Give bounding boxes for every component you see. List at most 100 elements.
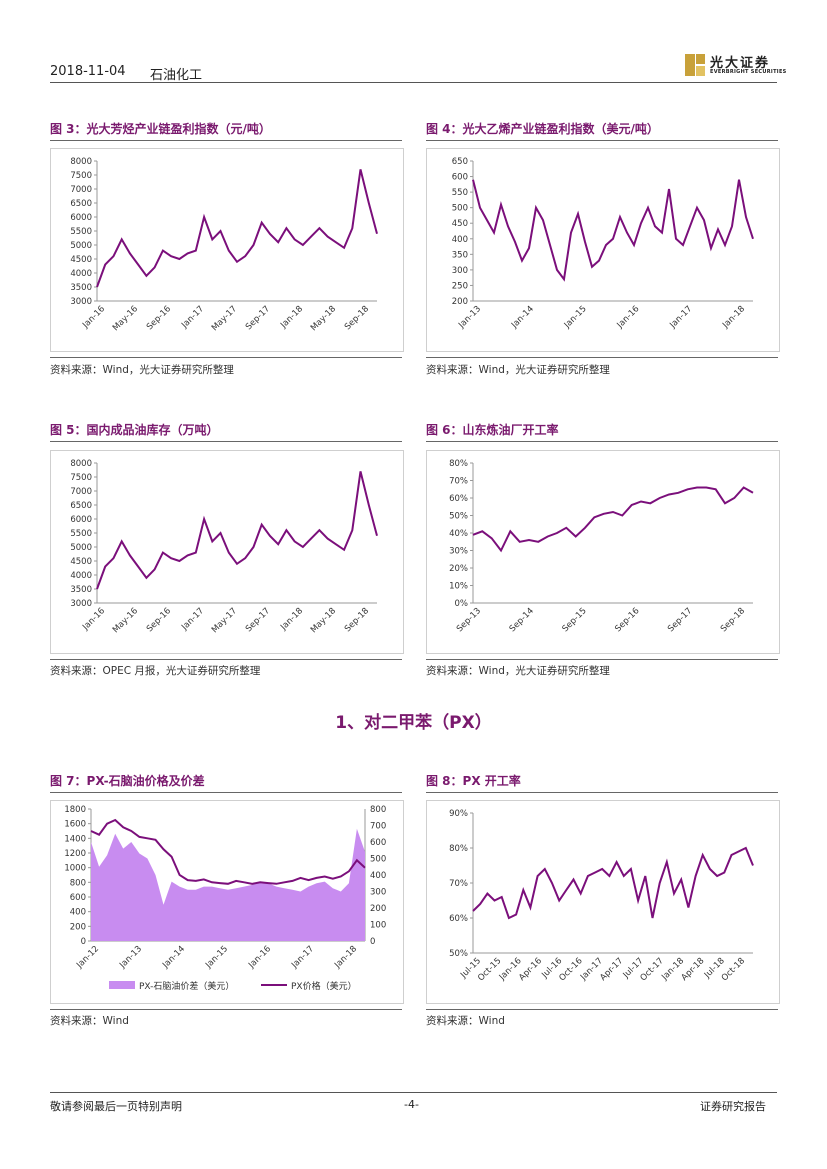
- fig5-x-tick-label: May-17: [210, 606, 239, 635]
- fig3-x-tick-label: Sep-17: [244, 304, 272, 332]
- fig5-chart: 3000 3500 4000 4500 5000 5500 6000 6500 7000 7500…: [50, 450, 404, 654]
- fig3-x-tick-label: Jan-18: [278, 304, 305, 331]
- fig5-series-line: [96, 471, 378, 590]
- fig7-title: 图 7：PX-石脑油价格及价差: [50, 774, 205, 788]
- fig7-x-tick-label: Jan-17: [289, 944, 316, 971]
- fig5-y-tick-label: 3500: [70, 585, 92, 595]
- fig7-y2-tick-label: 800: [370, 805, 386, 815]
- fig6-y-tick-label: 0%: [455, 599, 469, 609]
- fig7-x-tick-label: Jan-13: [117, 944, 144, 971]
- fig6-source: 资料来源：Wind，光大证券研究所整理: [426, 665, 610, 677]
- fig5-y-tick-label: 6500: [70, 501, 92, 511]
- fig4-title: 图 4：光大乙烯产业链盈利指数（美元/吨）: [426, 122, 659, 136]
- fig6-chart: 0% 10% 20% 30% 40% 50% 60% 70% 80% Sep-13 Sep-14 Se…: [426, 450, 780, 654]
- fig3-y-tick-label: 6500: [70, 199, 92, 209]
- fig7-x-tick-label: Jan-15: [203, 944, 230, 971]
- brand-name-cn: 光大证券: [710, 56, 771, 71]
- fig5-y-tick-label: 7500: [70, 473, 92, 483]
- fig6-y-tick-label: 40%: [449, 529, 468, 539]
- fig5-svg: 3000 3500 4000 4500 5000 5500 6000 6500 7000 7500…: [70, 459, 378, 635]
- fig3-x-tick-label: May-18: [309, 304, 338, 333]
- brand-logo-icon: [685, 54, 705, 76]
- fig8-x-tick-label: Oct-17: [639, 956, 666, 983]
- fig3-y-tick-label: 7000: [70, 185, 92, 195]
- fig5-x-tick-label: Sep-16: [145, 606, 173, 634]
- fig3-chart: 3000 3500 4000 4500 5000 5500 6000 6500 7000 7500…: [50, 148, 404, 352]
- fig6-series-line: [472, 486, 754, 553]
- fig4-y-tick-label: 300: [452, 266, 468, 276]
- fig5-x-tick-label: Sep-17: [244, 606, 272, 634]
- fig6-y-tick-label: 70%: [449, 477, 468, 487]
- fig3-x-tick-label: Jan-16: [80, 304, 107, 331]
- report-sector: 石油化工: [150, 68, 203, 83]
- fig5-y-tick-label: 4500: [70, 557, 92, 567]
- fig5-x-tick-label: May-18: [309, 606, 338, 635]
- fig3-y-tick-label: 6000: [70, 213, 92, 223]
- fig7-y2-tick-label: 0: [370, 937, 375, 947]
- fig3-source-rule: [50, 357, 402, 358]
- fig3-y-tick-label: 8000: [70, 157, 92, 167]
- fig5-x-tick-label: May-16: [111, 606, 140, 635]
- fig6-y-tick-label: 60%: [449, 494, 468, 504]
- fig3-y-tick-label: 3500: [70, 283, 92, 293]
- fig7-chart: 0 200 400 600 800 1000 1200 1400 1600 1800 0 100 200…: [50, 800, 404, 1004]
- fig4-chart: 200 250 300 350 400 450 500 550 600 650 Jan-13 Jan-…: [426, 148, 780, 352]
- fig3-series-line: [96, 169, 378, 288]
- fig7-x-tick-label: Jan-18: [332, 944, 359, 971]
- fig4-y-tick-label: 450: [452, 219, 468, 229]
- fig7-y2-tick-label: 500: [370, 855, 386, 865]
- fig4-x-tick-label: Jan-18: [720, 304, 747, 331]
- brand-name-en: EVERBRIGHT SECURITIES: [710, 69, 787, 75]
- fig3-title: 图 3：光大芳烃产业链盈利指数（元/吨）: [50, 122, 271, 136]
- fig6-x-tick-label: Sep-15: [561, 606, 589, 634]
- fig5-y-tick-label: 3000: [70, 599, 92, 609]
- fig4-series-line: [472, 179, 754, 282]
- fig4-title-rule: [426, 140, 778, 141]
- section-title: 1、对二甲苯（PX）: [335, 713, 492, 733]
- fig5-x-tick-label: Jan-18: [278, 606, 305, 633]
- fig7-y-tick-label: 800: [70, 878, 86, 888]
- fig8-x-tick-label: Apr-17: [598, 956, 625, 983]
- fig4-x-tick-label: Jan-17: [667, 304, 694, 331]
- fig7-y-tick-label: 0: [81, 937, 86, 947]
- fig6-source-rule: [426, 659, 778, 660]
- fig4-x-tick-label: Jan-13: [456, 304, 483, 331]
- fig8-y-tick-label: 60%: [449, 914, 468, 924]
- fig3-x-tick-label: Sep-16: [145, 304, 173, 332]
- fig4-y-tick-label: 600: [452, 173, 468, 183]
- fig7-legend-label-line: PX价格（美元）: [291, 980, 357, 992]
- fig7-y2-tick-label: 400: [370, 871, 386, 881]
- fig5-y-tick-label: 4000: [70, 571, 92, 581]
- fig4-x-tick-label: Jan-15: [562, 304, 589, 331]
- fig8-title-rule: [426, 792, 778, 793]
- fig5-y-tick-label: 7000: [70, 487, 92, 497]
- fig7-series-area: [91, 828, 365, 941]
- fig6-x-tick-label: Sep-17: [666, 606, 694, 634]
- fig3-x-tick-label: Sep-18: [343, 304, 371, 332]
- fig7-legend-label-area: PX-石脑油价差（美元）: [139, 980, 234, 992]
- fig5-y-tick-label: 5500: [70, 529, 92, 539]
- report-date: 2018-11-04: [50, 64, 126, 79]
- fig8-x-tick-label: Oct-15: [476, 956, 503, 983]
- fig3-y-tick-label: 4500: [70, 255, 92, 265]
- fig8-y-tick-label: 90%: [449, 809, 468, 819]
- fig4-y-tick-label: 500: [452, 204, 468, 214]
- fig3-x-tick-label: Jan-17: [179, 304, 206, 331]
- fig5-x-tick-label: Jan-17: [179, 606, 206, 633]
- fig6-y-tick-label: 80%: [449, 459, 468, 469]
- fig3-x-tick-label: May-17: [210, 304, 239, 333]
- fig4-y-tick-label: 250: [452, 281, 468, 291]
- fig8-y-tick-label: 50%: [449, 949, 468, 959]
- fig4-y-tick-label: 550: [452, 188, 468, 198]
- fig7-series-line: [90, 818, 366, 885]
- fig7-source: 资料来源：Wind: [50, 1015, 129, 1027]
- fig4-source: 资料来源：Wind，光大证券研究所整理: [426, 364, 610, 376]
- fig7-title-rule: [50, 792, 402, 793]
- fig5-y-tick-label: 6000: [70, 515, 92, 525]
- fig6-y-tick-label: 20%: [449, 564, 468, 574]
- fig8-y-tick-label: 80%: [449, 844, 468, 854]
- fig5-x-tick-label: Jan-16: [80, 606, 107, 633]
- fig8-svg: 50%60%70%80%90%Jul-15Oct-15Jan-16Apr-16J…: [449, 809, 754, 983]
- fig5-title: 图 5：国内成品油库存（万吨）: [50, 423, 219, 437]
- page-number: -4-: [404, 1098, 419, 1111]
